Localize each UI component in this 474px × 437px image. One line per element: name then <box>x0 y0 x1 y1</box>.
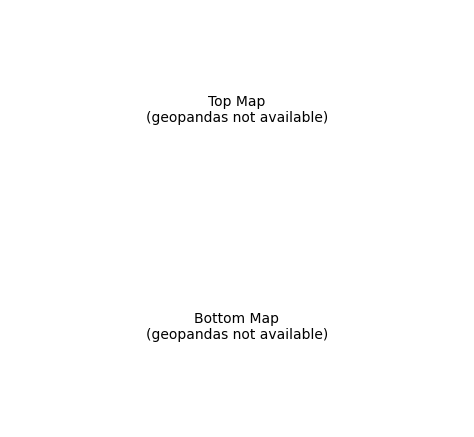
Text: Top Map
(geopandas not available): Top Map (geopandas not available) <box>146 95 328 125</box>
Text: Bottom Map
(geopandas not available): Bottom Map (geopandas not available) <box>146 312 328 342</box>
